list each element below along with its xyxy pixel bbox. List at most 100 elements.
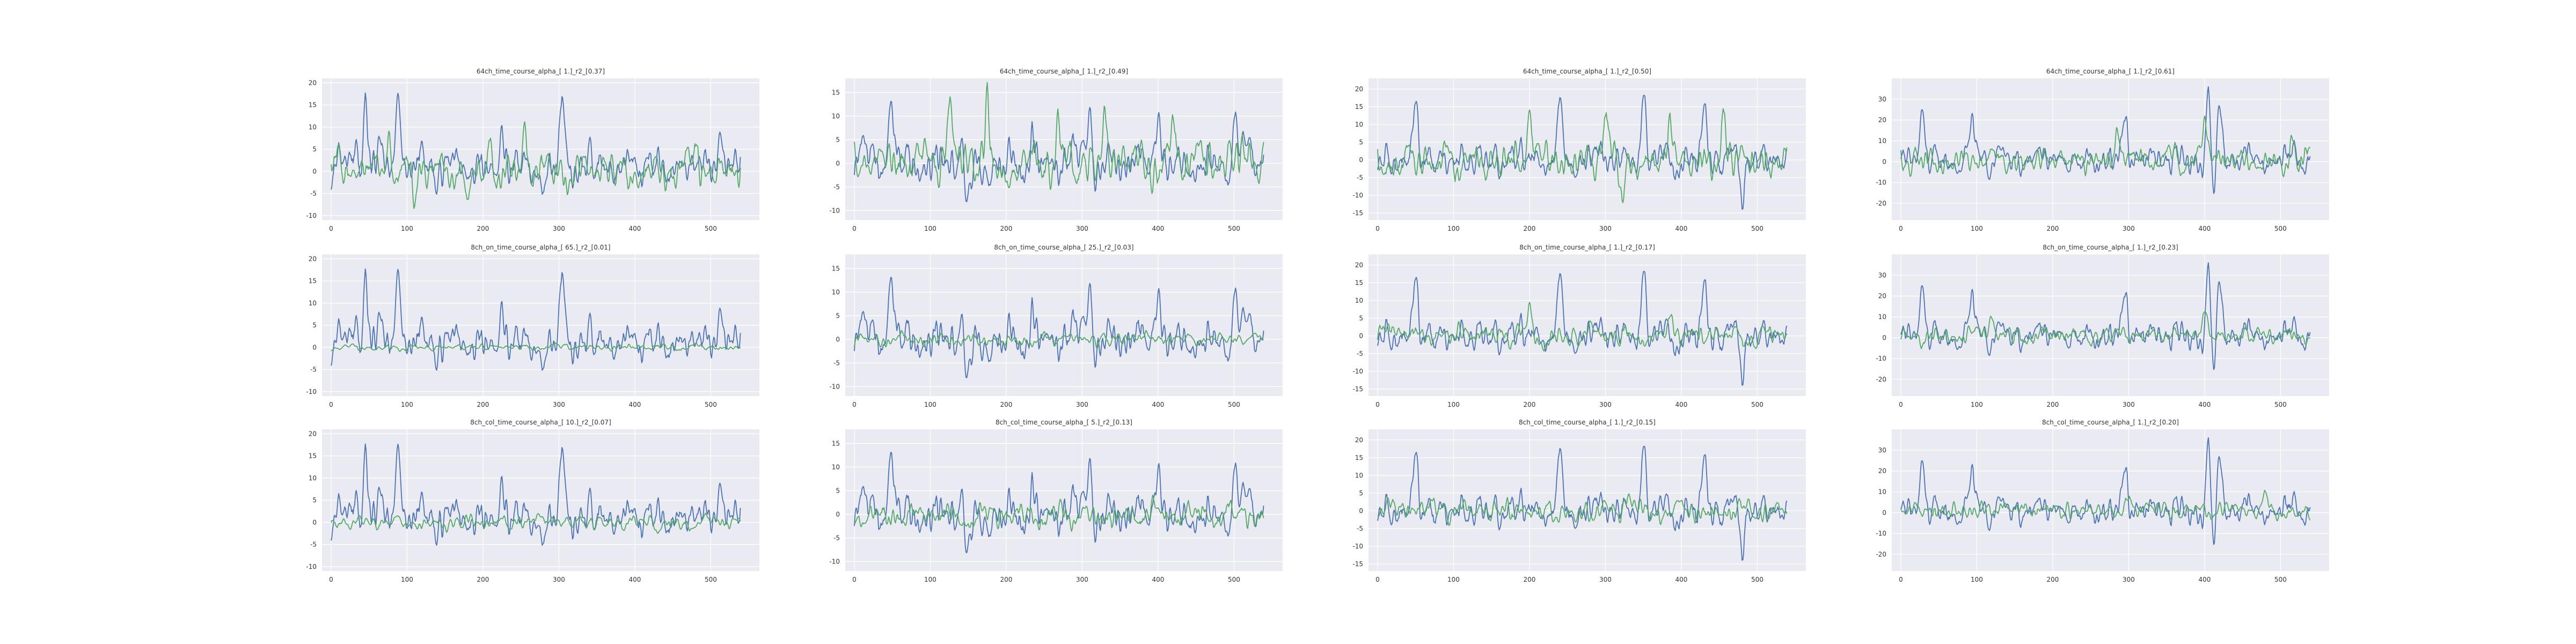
x-tick-label: 200	[1000, 576, 1013, 583]
y-tick-label: 0	[312, 343, 317, 351]
y-tick-label: -10	[1352, 368, 1363, 375]
series-line-2	[331, 513, 741, 534]
y-tick-label: 10	[1355, 121, 1363, 128]
series-line-2	[1377, 493, 1788, 526]
y-tick-label: -20	[1876, 200, 1886, 207]
subplot-title: 8ch_col_time_course_alpha_[ 5.]_r2_[0.13…	[996, 419, 1132, 426]
subplot-title: 64ch_time_course_alpha_[ 1.]_r2_[0.37]	[477, 68, 605, 75]
y-tick-label: -10	[829, 383, 840, 390]
y-tick-label: 10	[309, 299, 317, 307]
x-tick-label: 200	[477, 576, 489, 583]
y-tick-label: 0	[1882, 334, 1886, 341]
y-tick-label: 5	[312, 496, 317, 504]
subplot-title: 8ch_col_time_course_alpha_[ 1.]_r2_[0.20…	[2042, 419, 2179, 426]
y-tick-label: 30	[1878, 447, 1886, 454]
x-tick-label: 500	[2274, 225, 2287, 232]
x-tick-label: 400	[1675, 576, 1687, 583]
y-tick-label: 5	[312, 321, 317, 329]
y-tick-label: -20	[1876, 551, 1886, 558]
y-tick-label: 20	[1355, 436, 1363, 444]
x-tick-label: 500	[1228, 576, 1240, 583]
x-tick-label: 300	[1599, 225, 1612, 232]
x-tick-label: 400	[1675, 225, 1687, 232]
plot-background	[1368, 78, 1806, 220]
x-tick-label: 0	[329, 225, 333, 232]
x-tick-label: 100	[924, 576, 936, 583]
y-tick-label: 20	[1355, 261, 1363, 269]
x-tick-label: 500	[705, 576, 717, 583]
series-line-2	[331, 342, 741, 352]
x-tick-label: 0	[329, 401, 333, 408]
y-tick-label: -15	[1352, 209, 1363, 217]
y-tick-label: -5	[833, 183, 840, 191]
y-tick-label: 15	[832, 265, 840, 272]
y-tick-label: 15	[1355, 454, 1363, 462]
y-tick-label: -10	[829, 207, 840, 214]
subplot-8: 0 100 200 300 400 500 -20 -10 0 10 20 30 8ch_on_time…	[1876, 244, 2329, 408]
series-line-1	[1377, 94, 1788, 210]
y-tick-label: 30	[1878, 96, 1886, 103]
y-tick-label: 10	[1878, 488, 1886, 495]
x-tick-label: 200	[1000, 401, 1013, 408]
y-tick-label: 5	[836, 312, 840, 319]
y-tick-label: -5	[833, 359, 840, 367]
x-tick-label: 200	[2047, 225, 2059, 232]
y-tick-label: 0	[836, 159, 840, 167]
x-tick-label: 400	[2198, 401, 2211, 408]
series-line-2	[331, 121, 741, 209]
y-tick-label: 10	[309, 123, 317, 131]
x-tick-label: 0	[852, 225, 857, 232]
x-tick-label: 200	[1524, 401, 1536, 408]
subplot-title: 64ch_time_course_alpha_[ 1.]_r2_[0.49]	[1000, 68, 1128, 75]
x-tick-label: 0	[1375, 401, 1380, 408]
y-tick-label: 20	[309, 255, 317, 262]
series-line-2	[1377, 302, 1788, 352]
x-tick-label: 100	[1971, 401, 1983, 408]
x-tick-label: 100	[1971, 576, 1983, 583]
subplot-title: 64ch_time_course_alpha_[ 1.]_r2_[0.61]	[2046, 68, 2175, 75]
subplot-2: 0 100 200 300 400 500 -10 -5 0 5 10 15 64ch_time_cou…	[829, 68, 1283, 232]
x-tick-label: 400	[628, 401, 641, 408]
subplot-title: 8ch_on_time_course_alpha_[ 1.]_r2_[0.23]	[2043, 244, 2178, 251]
y-tick-label: -5	[833, 534, 840, 541]
x-tick-label: 400	[628, 576, 641, 583]
x-tick-label: 100	[924, 401, 936, 408]
y-tick-label: -5	[1357, 350, 1363, 357]
y-tick-label: -5	[310, 541, 317, 548]
x-tick-label: 0	[1899, 225, 1903, 232]
x-tick-label: 300	[1076, 401, 1088, 408]
x-tick-label: 100	[401, 576, 413, 583]
y-tick-label: -5	[310, 366, 317, 374]
y-tick-label: -10	[829, 558, 840, 565]
y-tick-label: 0	[312, 167, 317, 175]
y-tick-label: 15	[1355, 279, 1363, 287]
subplot-12: 0 100 200 300 400 500 -20 -10 0 10 20 30 8ch_col_tim…	[1876, 419, 2329, 583]
x-tick-label: 0	[329, 576, 333, 583]
x-tick-label: 200	[1524, 576, 1536, 583]
x-tick-label: 500	[1228, 225, 1240, 232]
x-tick-label: 0	[1899, 576, 1903, 583]
y-tick-label: -10	[306, 212, 317, 219]
y-tick-label: -10	[306, 388, 317, 396]
y-tick-label: 0	[1359, 156, 1363, 164]
x-tick-label: 500	[1751, 401, 1763, 408]
y-tick-label: 15	[309, 277, 317, 285]
y-tick-label: 0	[1882, 158, 1886, 165]
series-line-2	[1900, 489, 2311, 522]
plot-background	[1368, 254, 1806, 396]
y-tick-label: -10	[306, 563, 317, 570]
x-tick-label: 300	[2123, 225, 2135, 232]
subplot-3: 0 100 200 300 400 500 -15 -10 -5 0 5 10 15 20 64ch_tim…	[1352, 68, 1806, 232]
x-tick-label: 400	[2198, 576, 2211, 583]
x-tick-label: 100	[1971, 225, 1983, 232]
y-tick-label: 0	[836, 335, 840, 343]
x-tick-label: 0	[1375, 225, 1380, 232]
y-tick-label: 10	[1355, 472, 1363, 479]
y-tick-label: -15	[1352, 560, 1363, 568]
series-line-2	[854, 494, 1264, 532]
subplot-5: 0 100 200 300 400 500 -10 -5 0 5 10 15 20 8ch_on_time…	[306, 244, 759, 408]
y-tick-label: -10	[1876, 530, 1886, 537]
y-tick-label: 5	[312, 145, 317, 153]
x-tick-label: 500	[1751, 225, 1763, 232]
